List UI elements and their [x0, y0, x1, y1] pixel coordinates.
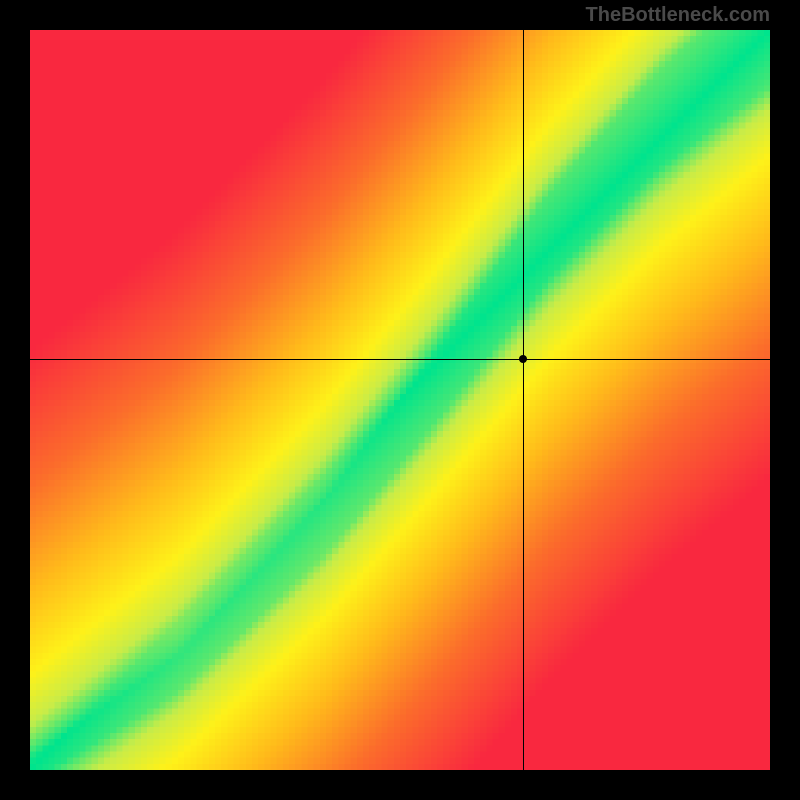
heatmap-canvas	[30, 30, 770, 770]
crosshair-horizontal	[30, 359, 770, 360]
heatmap-plot	[30, 30, 770, 770]
crosshair-vertical	[523, 30, 524, 770]
chart-container: TheBottleneck.com	[0, 0, 800, 800]
crosshair-marker	[519, 355, 527, 363]
watermark-text: TheBottleneck.com	[586, 4, 770, 27]
